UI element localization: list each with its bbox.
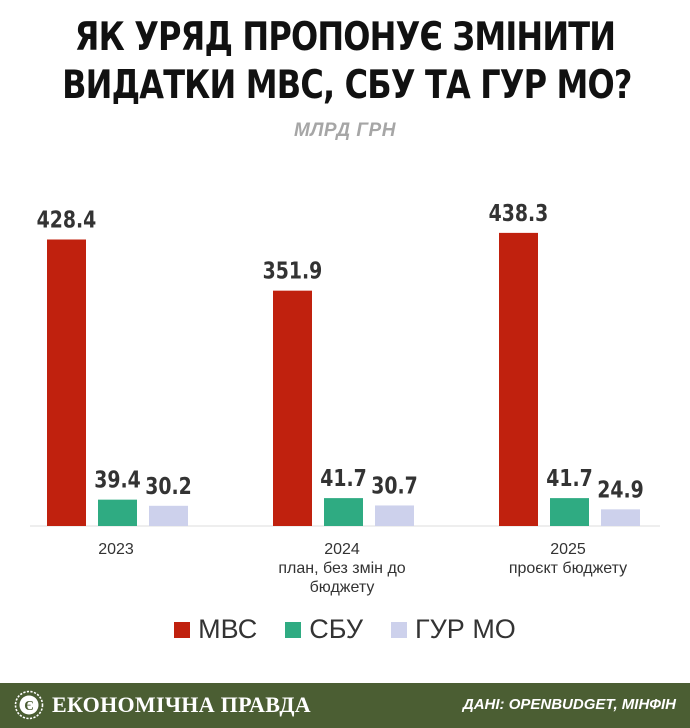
legend-item: ГУР МО — [391, 614, 516, 645]
x-tick-label: 2025 — [550, 541, 586, 558]
x-tick-label: бюджету — [310, 579, 375, 596]
data-source: ДАНІ: OPENBUDGET, МІНФІН — [462, 696, 676, 713]
bar-сбу-2 — [550, 498, 589, 526]
chart-title: ЯК УРЯД ПРОПОНУЄ ЗМІНИТИ ВИДАТКИ МВС, СБ… — [62, 14, 632, 110]
x-tick-label: план, без змін до — [278, 560, 405, 577]
data-label: 428.4 — [37, 206, 97, 233]
legend-swatch — [391, 621, 408, 638]
bar-мвс-2 — [499, 232, 538, 526]
bar-гур-мо-1 — [375, 505, 414, 526]
legend-item: СБУ — [285, 614, 363, 645]
data-label: 351.9 — [263, 257, 323, 284]
bar-мвс-0 — [47, 239, 86, 526]
legend-swatch — [285, 621, 302, 638]
bar-гур-мо-2 — [601, 509, 640, 526]
title-line-2: ВИДАТКИ МВС, СБУ ТА ГУР МО? — [62, 63, 632, 108]
legend-label: СБУ — [309, 614, 364, 644]
title-line-1: ЯК УРЯД ПРОПОНУЄ ЗМІНИТИ — [74, 15, 616, 60]
legend-item: МВС — [174, 614, 257, 645]
bar-гур-мо-0 — [149, 505, 188, 526]
bar-сбу-1 — [324, 498, 363, 526]
footer-bar: Є ЕКОНОМІЧНА ПРАВДА ДАНІ: OPENBUDGET, МІ… — [0, 683, 690, 728]
chart-subtitle-units: МЛРД ГРН — [294, 120, 396, 141]
data-label: 41.7 — [546, 464, 593, 491]
brand-name: ЕКОНОМІЧНА ПРАВДА — [52, 692, 311, 717]
economic-pravda-logo-icon: Є — [14, 690, 44, 720]
x-tick-label: 2024 — [324, 541, 360, 558]
bar-сбу-0 — [98, 499, 137, 526]
legend-label: МВС — [198, 614, 258, 644]
data-label: 39.4 — [94, 466, 141, 493]
data-label: 41.7 — [320, 464, 367, 491]
data-label: 438.3 — [489, 199, 549, 226]
x-tick-label: проєкт бюджету — [509, 560, 627, 577]
svg-text:Є: Є — [24, 699, 34, 714]
data-label: 30.2 — [145, 472, 192, 499]
data-label: 24.9 — [597, 475, 644, 502]
bar-chart: 428.4 351.9 438.3 39.4 41.7 41.7 30.2 30.7 24.9 2… — [30, 199, 660, 596]
chart-legend: МВС СБУ ГУР МО — [0, 614, 690, 645]
legend-swatch — [174, 621, 191, 638]
legend-label: ГУР МО — [415, 614, 516, 644]
bar-мвс-1 — [273, 290, 312, 526]
data-label: 30.7 — [371, 472, 418, 499]
x-tick-label: 2023 — [98, 541, 134, 558]
